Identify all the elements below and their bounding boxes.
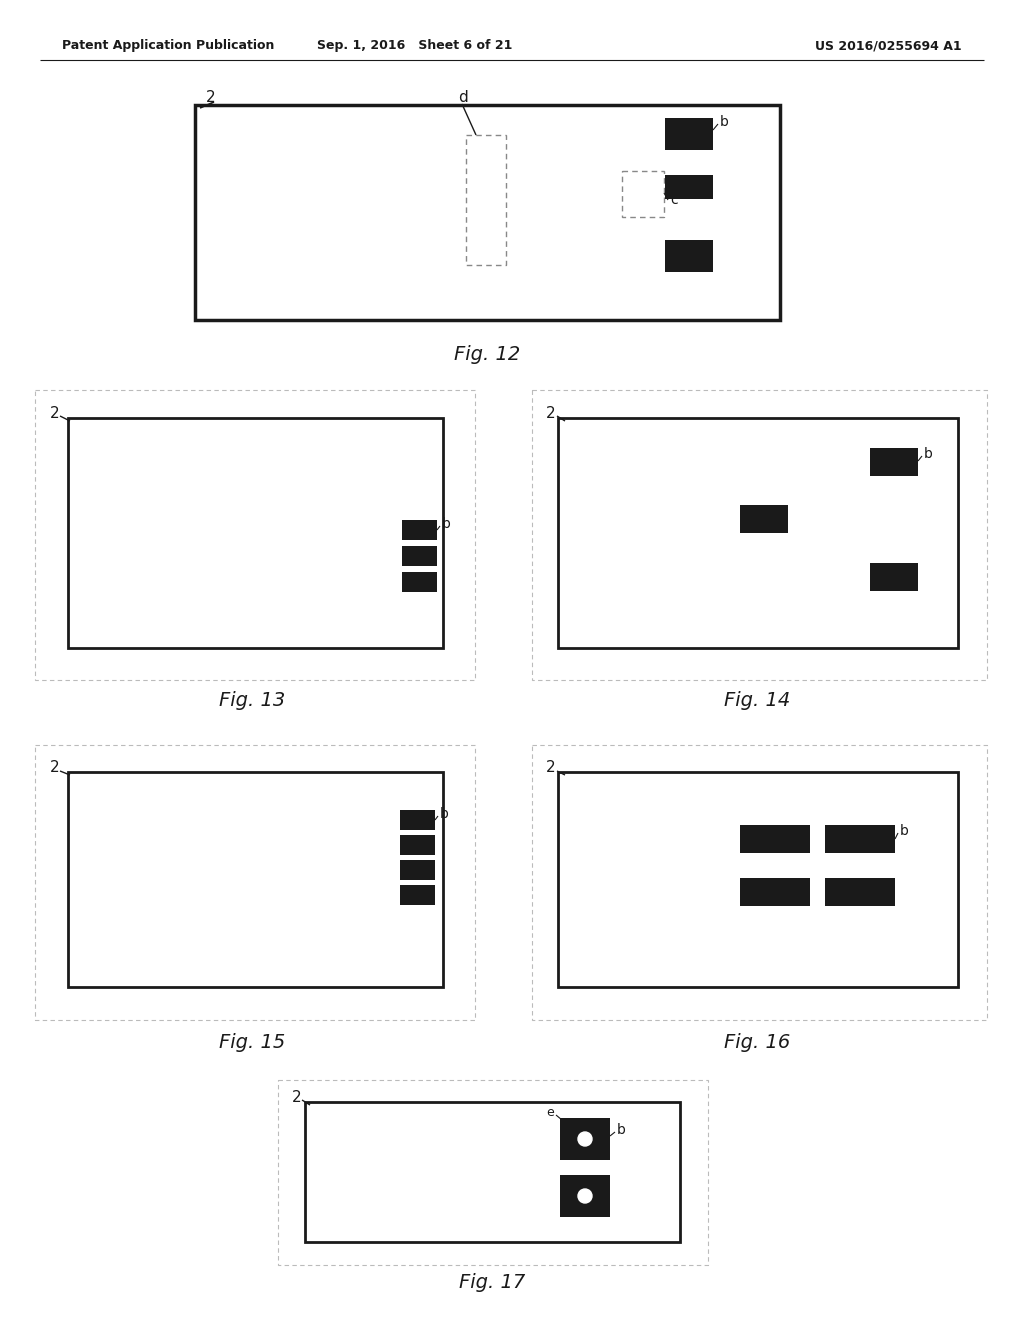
Bar — [400, 836, 435, 855]
Text: US 2016/0255694 A1: US 2016/0255694 A1 — [815, 40, 962, 53]
Bar — [278, 1080, 708, 1265]
Bar — [402, 572, 437, 591]
Text: 2: 2 — [546, 405, 556, 421]
Text: c: c — [670, 193, 678, 207]
Bar — [195, 106, 780, 319]
Text: Fig. 17: Fig. 17 — [459, 1272, 525, 1291]
Bar — [305, 1102, 680, 1242]
Bar — [402, 520, 437, 540]
Bar — [560, 1175, 610, 1217]
Text: d: d — [458, 90, 468, 104]
Text: 2: 2 — [50, 760, 59, 776]
Circle shape — [578, 1133, 592, 1146]
Text: b: b — [440, 807, 449, 821]
Bar — [400, 810, 435, 830]
Text: Fig. 16: Fig. 16 — [724, 1032, 791, 1052]
Bar — [466, 135, 506, 265]
Text: 2: 2 — [50, 405, 59, 421]
Text: 2: 2 — [206, 91, 216, 106]
Bar — [825, 878, 895, 906]
Bar — [740, 506, 788, 533]
Circle shape — [578, 1189, 592, 1203]
Text: b: b — [442, 517, 451, 531]
Text: Fig. 14: Fig. 14 — [724, 690, 791, 710]
Bar — [35, 389, 475, 680]
Bar — [68, 772, 443, 987]
Text: Patent Application Publication: Patent Application Publication — [62, 40, 274, 53]
Bar — [35, 744, 475, 1020]
Bar — [560, 1118, 610, 1160]
Bar — [740, 878, 810, 906]
Bar — [532, 744, 987, 1020]
Text: b: b — [617, 1123, 626, 1137]
Bar — [825, 825, 895, 853]
Text: Fig. 12: Fig. 12 — [454, 346, 520, 364]
Bar — [532, 389, 987, 680]
Bar — [870, 564, 918, 591]
Text: b: b — [900, 824, 909, 838]
Text: Fig. 13: Fig. 13 — [219, 690, 285, 710]
Bar — [665, 176, 713, 199]
Text: 2: 2 — [546, 760, 556, 776]
Bar — [558, 418, 958, 648]
Bar — [665, 240, 713, 272]
Text: Fig. 15: Fig. 15 — [219, 1032, 285, 1052]
Text: 2: 2 — [292, 1089, 302, 1105]
Bar — [740, 825, 810, 853]
Bar — [558, 772, 958, 987]
Bar — [622, 172, 664, 216]
Text: b: b — [720, 115, 729, 129]
Bar — [400, 861, 435, 880]
Bar — [402, 546, 437, 566]
Bar — [870, 447, 918, 477]
Bar — [400, 884, 435, 906]
Bar — [665, 117, 713, 150]
Text: Sep. 1, 2016   Sheet 6 of 21: Sep. 1, 2016 Sheet 6 of 21 — [317, 40, 513, 53]
Bar — [68, 418, 443, 648]
Text: e: e — [546, 1106, 554, 1119]
Text: b: b — [924, 447, 933, 461]
